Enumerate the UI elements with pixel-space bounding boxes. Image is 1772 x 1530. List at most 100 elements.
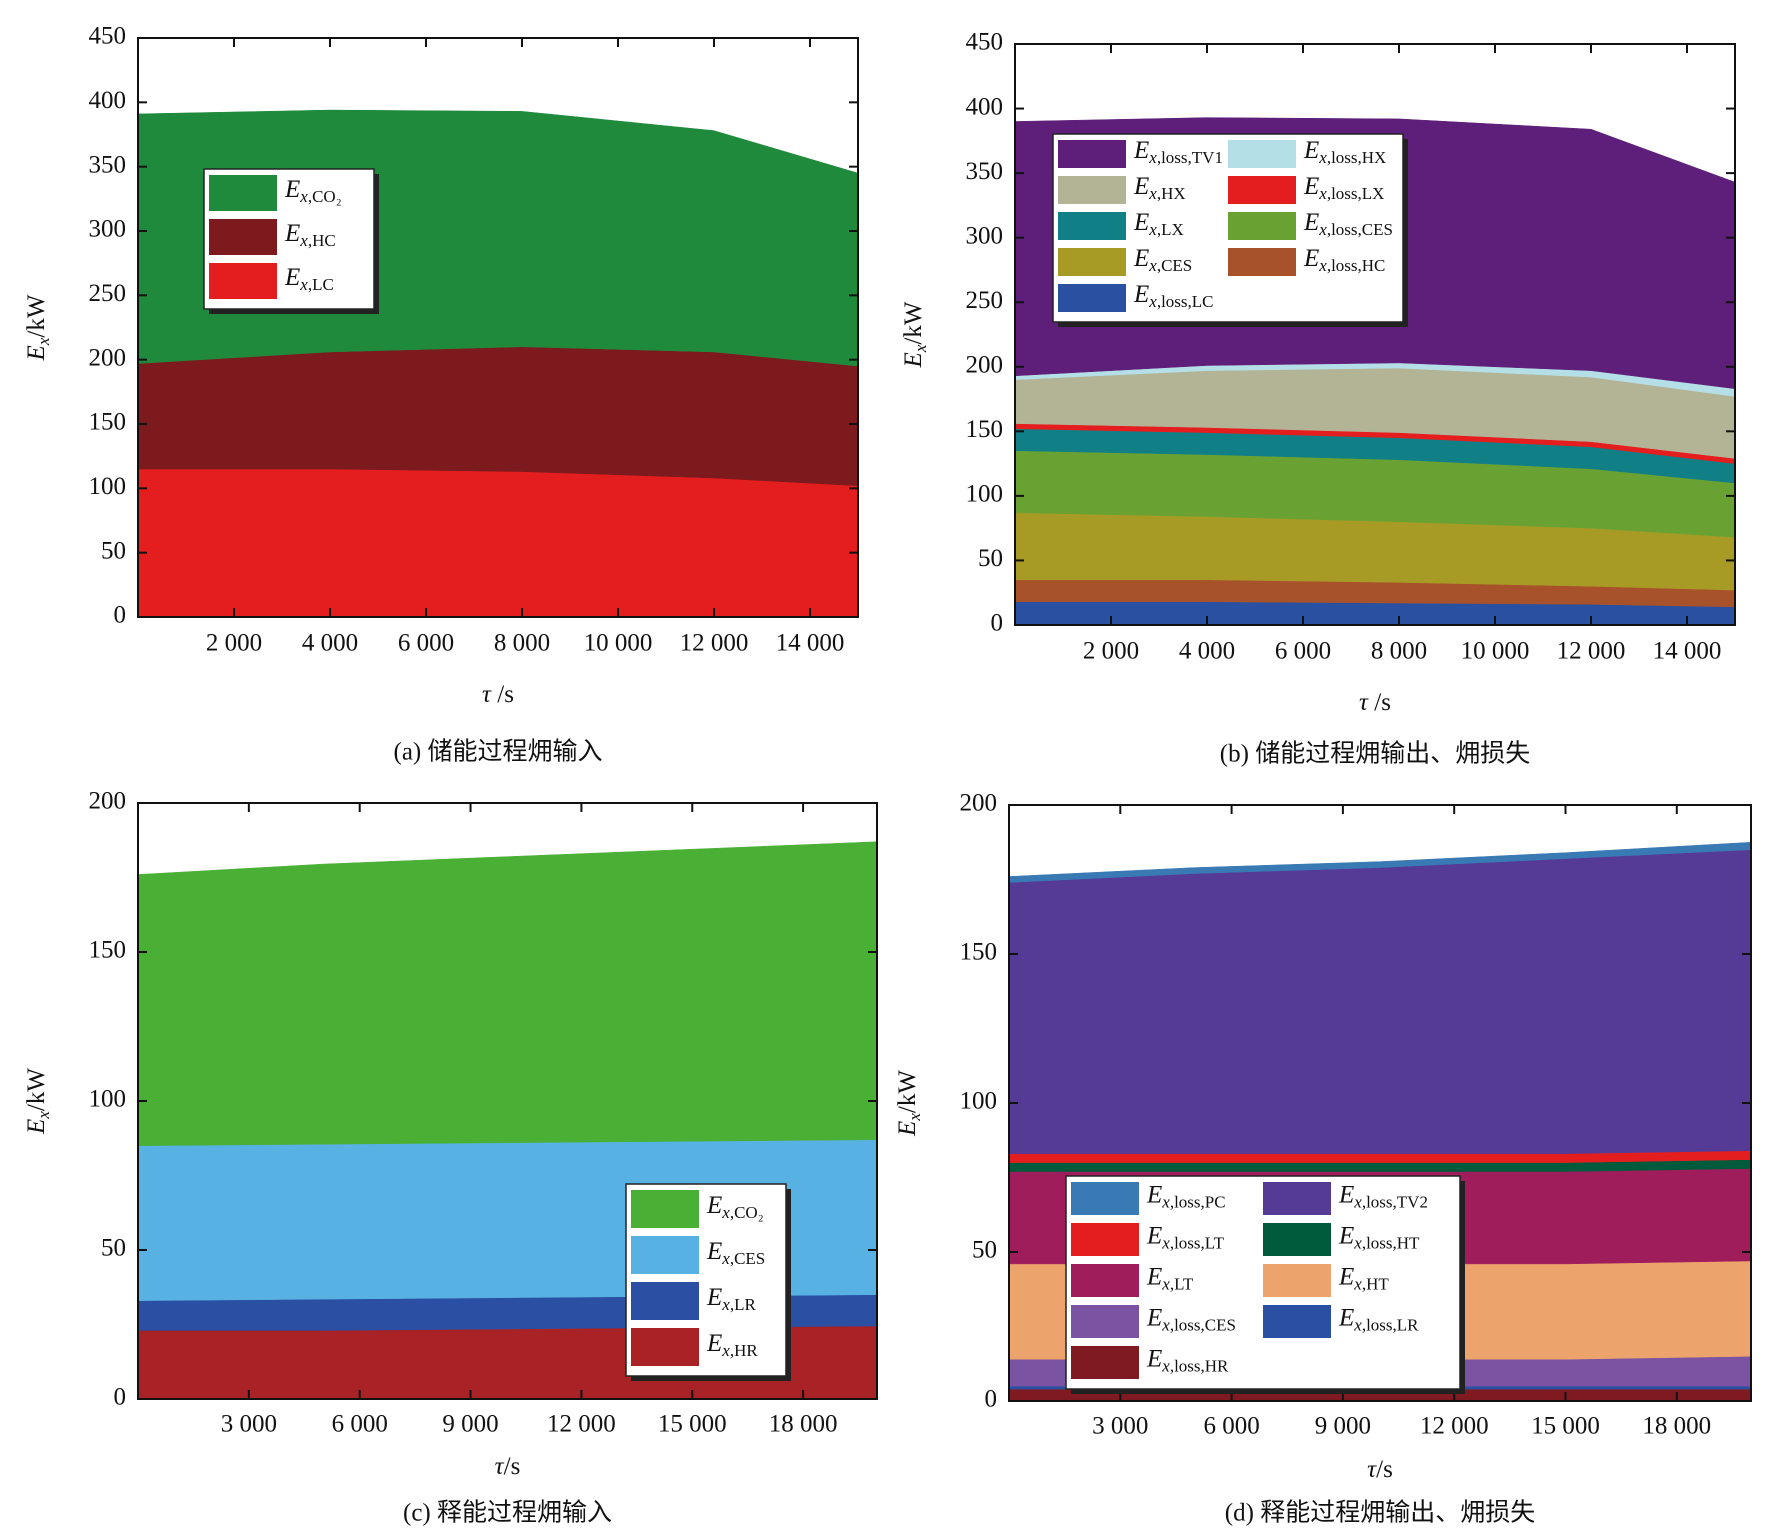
x-tick-label: 3 000 [221,1411,277,1438]
y-tick-label: 250 [966,287,1004,314]
x-tick-label: 4 000 [1179,638,1235,665]
y-tick-label: 200 [966,352,1004,379]
y-tick-label: 450 [89,23,127,50]
legend-label: Ex,HT [1338,1263,1389,1293]
x-tick-label: 18 000 [1642,1413,1711,1440]
y-tick-label: 150 [960,939,998,966]
legend-swatch [1058,140,1126,168]
y-tick-label: 200 [960,790,998,817]
x-axis-label: τ /s [482,681,514,708]
legend-swatch [631,1236,699,1274]
y-axis-label: Ex/kW [894,1070,924,1137]
legend-label: Ex,loss,PC [1146,1181,1226,1211]
legend-label: Ex,HX [1133,173,1186,203]
legend-swatch [209,263,277,299]
y-tick-label: 0 [991,610,1004,637]
legend-swatch [631,1190,699,1228]
legend-swatch [1058,248,1126,276]
y-tick-label: 50 [978,545,1003,572]
legend-swatch [1071,1346,1139,1379]
x-axis-label: τ/s [1367,1456,1393,1483]
x-tick-label: 6 000 [332,1411,388,1438]
y-tick-label: 400 [89,87,127,114]
legend-swatch [1263,1223,1331,1256]
legend-label: Ex,CES [706,1238,765,1268]
y-tick-label: 100 [89,473,127,500]
y-tick-label: 0 [114,1384,127,1411]
y-tick-label: 150 [89,409,127,436]
legend-label: Ex,loss,HC [1303,245,1385,275]
caption: (b) 储能过程㶲输出、㶲损失 [1220,740,1530,768]
legend-label: Ex,loss,TV2 [1338,1181,1428,1211]
x-tick-label: 4 000 [302,630,358,657]
legend-swatch [1071,1264,1139,1297]
y-tick-label: 0 [985,1386,998,1413]
y-axis-label: Ex/kW [23,1068,53,1135]
x-tick-label: 12 000 [1557,638,1626,665]
x-tick-label: 18 000 [769,1411,838,1438]
caption: (c) 释能过程㶲输入 [403,1499,612,1527]
legend-label: Ex,loss,HT [1338,1222,1420,1252]
legend-label: Ex,loss,HR [1146,1345,1229,1375]
caption: (a) 储能过程㶲输入 [394,738,603,766]
legend-swatch [1058,212,1126,240]
legend-label: Ex,loss,HX [1303,137,1386,167]
x-tick-label: 10 000 [584,630,653,657]
x-tick-label: 8 000 [1371,638,1427,665]
legend-label: Ex,loss,LX [1303,173,1384,203]
x-axis-label: τ/s [495,1453,521,1480]
x-tick-label: 9 000 [1315,1413,1371,1440]
legend-swatch [1228,140,1296,168]
y-tick-label: 200 [89,344,127,371]
y-tick-label: 300 [89,216,127,243]
x-tick-label: 6 000 [398,630,454,657]
legend-swatch [1263,1264,1331,1297]
legend-label: Ex,LT [1146,1263,1194,1293]
legend-label: Ex,loss,TV1 [1133,137,1223,167]
x-tick-label: 15 000 [1531,1413,1600,1440]
y-tick-label: 0 [114,602,127,629]
area [137,841,878,1146]
legend-swatch [209,175,277,211]
x-tick-label: 10 000 [1461,638,1530,665]
legend-label: Ex,CO₂ [706,1192,764,1222]
x-tick-label: 3 000 [1092,1413,1148,1440]
x-tick-label: 6 000 [1275,638,1331,665]
legend-swatch [1058,284,1126,312]
x-axis-label: τ /s [1359,689,1391,716]
legend-label: Ex,CO₂ [284,176,342,206]
x-tick-label: 2 000 [1083,638,1139,665]
y-tick-label: 150 [89,937,127,964]
x-tick-label: 2 000 [206,630,262,657]
y-tick-label: 100 [960,1088,998,1115]
legend-label: Ex,HC [284,220,336,250]
y-tick-label: 350 [89,151,127,178]
x-tick-label: 14 000 [1653,638,1722,665]
legend-swatch [1228,176,1296,204]
area [137,346,859,487]
legend-label: Ex,CES [1133,245,1192,275]
legend-swatch [1263,1305,1331,1338]
legend-swatch [209,219,277,255]
area [1008,849,1752,1154]
legend-label: Ex,loss,CES [1146,1304,1236,1334]
y-tick-label: 250 [89,280,127,307]
legend-label: Ex,LX [1133,209,1184,239]
legend-swatch [1071,1182,1139,1215]
y-tick-label: 400 [966,93,1004,120]
legend-label: Ex,LC [284,264,334,294]
legend-swatch [631,1282,699,1320]
legend-swatch [1071,1223,1139,1256]
x-tick-label: 9 000 [442,1411,498,1438]
x-tick-label: 12 000 [1420,1413,1489,1440]
x-tick-label: 12 000 [680,630,749,657]
area [1014,601,1736,626]
area [137,468,859,618]
legend-label: Ex,HR [706,1330,758,1360]
y-tick-label: 50 [101,1235,126,1262]
y-tick-label: 300 [966,222,1004,249]
y-tick-label: 150 [966,416,1004,443]
y-tick-label: 50 [972,1237,997,1264]
plot-frame [137,37,859,618]
